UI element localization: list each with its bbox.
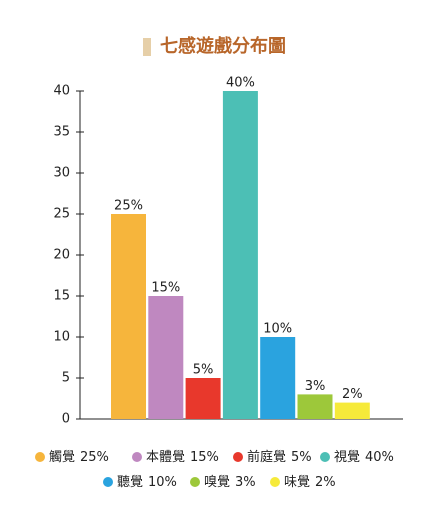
chart-title: 七感遊戲分布圖 xyxy=(160,35,286,57)
bar xyxy=(111,214,146,419)
legend-label: 味覺 2% xyxy=(284,475,336,490)
y-tick-label: 40 xyxy=(53,84,70,99)
legend-value: 25% xyxy=(80,450,109,465)
legend-label: 本體覺 15% xyxy=(146,450,219,465)
bar xyxy=(222,91,258,419)
legend-name: 本體覺 xyxy=(146,450,185,465)
legend-swatch xyxy=(35,452,45,462)
legend-label: 前庭覺 5% xyxy=(247,449,312,465)
legend-swatch xyxy=(270,477,280,487)
bar xyxy=(185,378,221,419)
y-tick-label: 15 xyxy=(53,289,70,304)
legend-name: 嗅覺 xyxy=(204,475,230,490)
y-tick-label: 0 xyxy=(62,412,70,427)
bar xyxy=(148,296,184,419)
legend-swatch xyxy=(190,477,200,487)
legend-label: 嗅覺 3% xyxy=(204,475,256,490)
legend-swatch xyxy=(233,452,243,462)
legend-name: 視覺 xyxy=(334,450,360,465)
value-label: 10% xyxy=(263,322,292,337)
value-label: 5% xyxy=(193,363,214,378)
bar xyxy=(297,394,333,419)
legend-value: 3% xyxy=(235,475,256,490)
legend-label: 聽覺 10% xyxy=(117,475,177,490)
legend-name: 聽覺 xyxy=(117,475,143,490)
y-tick-label: 5 xyxy=(62,371,70,386)
value-label: 25% xyxy=(114,199,143,214)
y-tick-label: 10 xyxy=(53,330,70,345)
legend-swatch xyxy=(103,477,113,487)
legend-name: 前庭覺 xyxy=(247,449,286,465)
legend-value: 40% xyxy=(365,450,394,465)
legend-value: 2% xyxy=(315,475,336,490)
bar xyxy=(334,402,370,419)
y-tick-label: 25 xyxy=(53,207,70,222)
y-tick-label: 20 xyxy=(53,248,70,263)
title-icon xyxy=(143,38,151,56)
value-label: 15% xyxy=(151,281,180,296)
legend-name: 味覺 xyxy=(284,475,310,490)
legend-name: 觸覺 xyxy=(49,450,75,465)
legend-value: 10% xyxy=(148,475,177,490)
y-tick-label: 30 xyxy=(53,166,70,181)
legend-swatch xyxy=(320,452,330,462)
value-label: 40% xyxy=(226,76,255,91)
legend-label: 視覺 40% xyxy=(334,450,394,465)
bar xyxy=(260,337,296,419)
legend-value: 15% xyxy=(190,450,219,465)
legend-label: 觸覺 25% xyxy=(49,450,109,465)
value-label: 2% xyxy=(342,387,363,402)
legend-value: 5% xyxy=(291,450,312,465)
y-tick-label: 35 xyxy=(53,125,70,140)
value-label: 3% xyxy=(305,379,326,394)
legend-swatch xyxy=(132,452,142,462)
